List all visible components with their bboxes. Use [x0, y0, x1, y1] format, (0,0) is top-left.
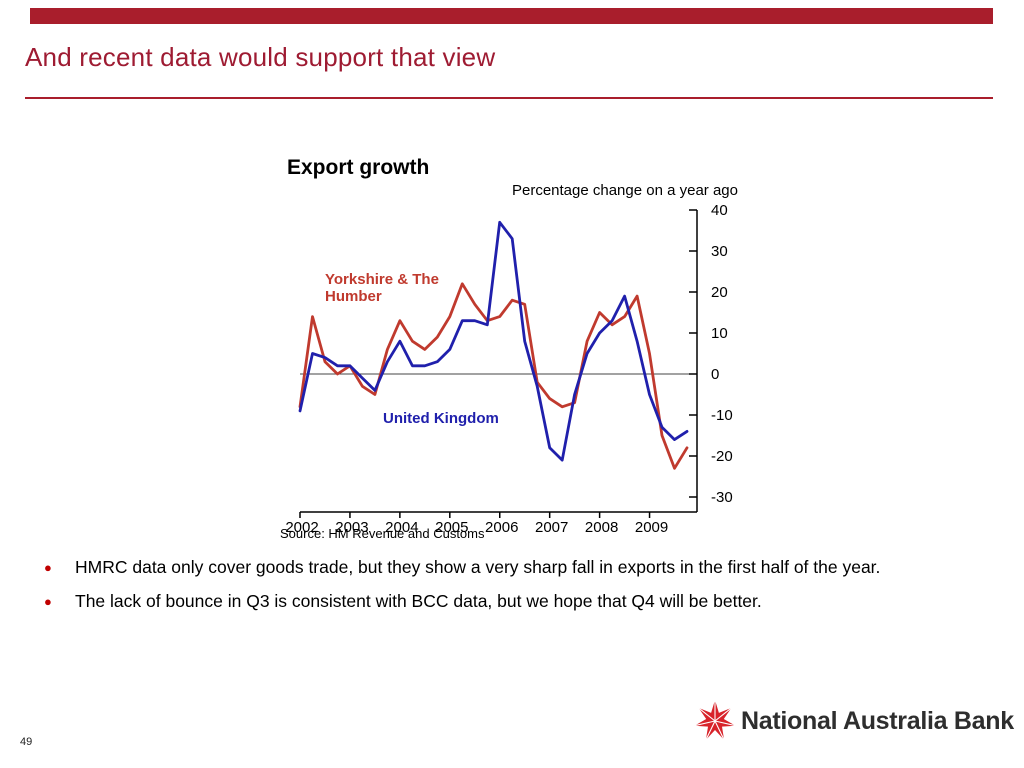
- svg-text:-10: -10: [711, 407, 733, 424]
- bullet-text: The lack of bounce in Q3 is consistent w…: [75, 591, 762, 612]
- bullet-item: ● The lack of bounce in Q3 is consistent…: [30, 590, 980, 613]
- svg-text:2003: 2003: [335, 519, 368, 536]
- bullet-text: HMRC data only cover goods trade, but th…: [75, 557, 881, 577]
- nab-logo: National Australia Bank: [694, 700, 1014, 742]
- bullet-list: ● HMRC data only cover goods trade, but …: [30, 556, 980, 624]
- top-red-bar: [30, 8, 993, 24]
- svg-text:2006: 2006: [485, 519, 518, 536]
- export-growth-chart: 40 30 20 10 0 -10 -20 -30 2002 2003 2004 2005 2006 20…: [285, 202, 733, 536]
- chart-title: Export growth: [287, 156, 430, 179]
- title-underline: [25, 97, 993, 99]
- chart-subtitle: Percentage change on a year ago: [511, 182, 738, 199]
- page-number: 49: [20, 736, 33, 748]
- svg-text:20: 20: [711, 284, 728, 301]
- nab-wordmark: National Australia Bank: [741, 706, 1014, 735]
- svg-text:-30: -30: [711, 489, 733, 506]
- svg-text:40: 40: [711, 202, 728, 219]
- bullet-dot-icon: ●: [44, 560, 52, 575]
- chart-source: Source: HM Revenue and Customs: [280, 526, 485, 541]
- series-label-uk: United Kingdom: [383, 410, 499, 427]
- svg-text:0: 0: [711, 366, 719, 383]
- bullet-item: ● HMRC data only cover goods trade, but …: [30, 556, 980, 579]
- svg-text:30: 30: [711, 243, 728, 260]
- svg-text:-20: -20: [711, 448, 733, 465]
- series-label-yorkshire: Yorkshire & The Humber: [325, 271, 439, 306]
- svg-text:10: 10: [711, 325, 728, 342]
- nab-star-icon: [694, 700, 736, 741]
- svg-text:2004: 2004: [385, 519, 418, 536]
- svg-text:2009: 2009: [635, 519, 668, 536]
- svg-text:2005: 2005: [435, 519, 468, 536]
- svg-text:2007: 2007: [535, 519, 568, 536]
- svg-text:2008: 2008: [585, 519, 618, 536]
- bullet-dot-icon: ●: [44, 594, 52, 610]
- svg-text:2002: 2002: [285, 519, 318, 536]
- slide-title: And recent data would support that view: [25, 42, 496, 72]
